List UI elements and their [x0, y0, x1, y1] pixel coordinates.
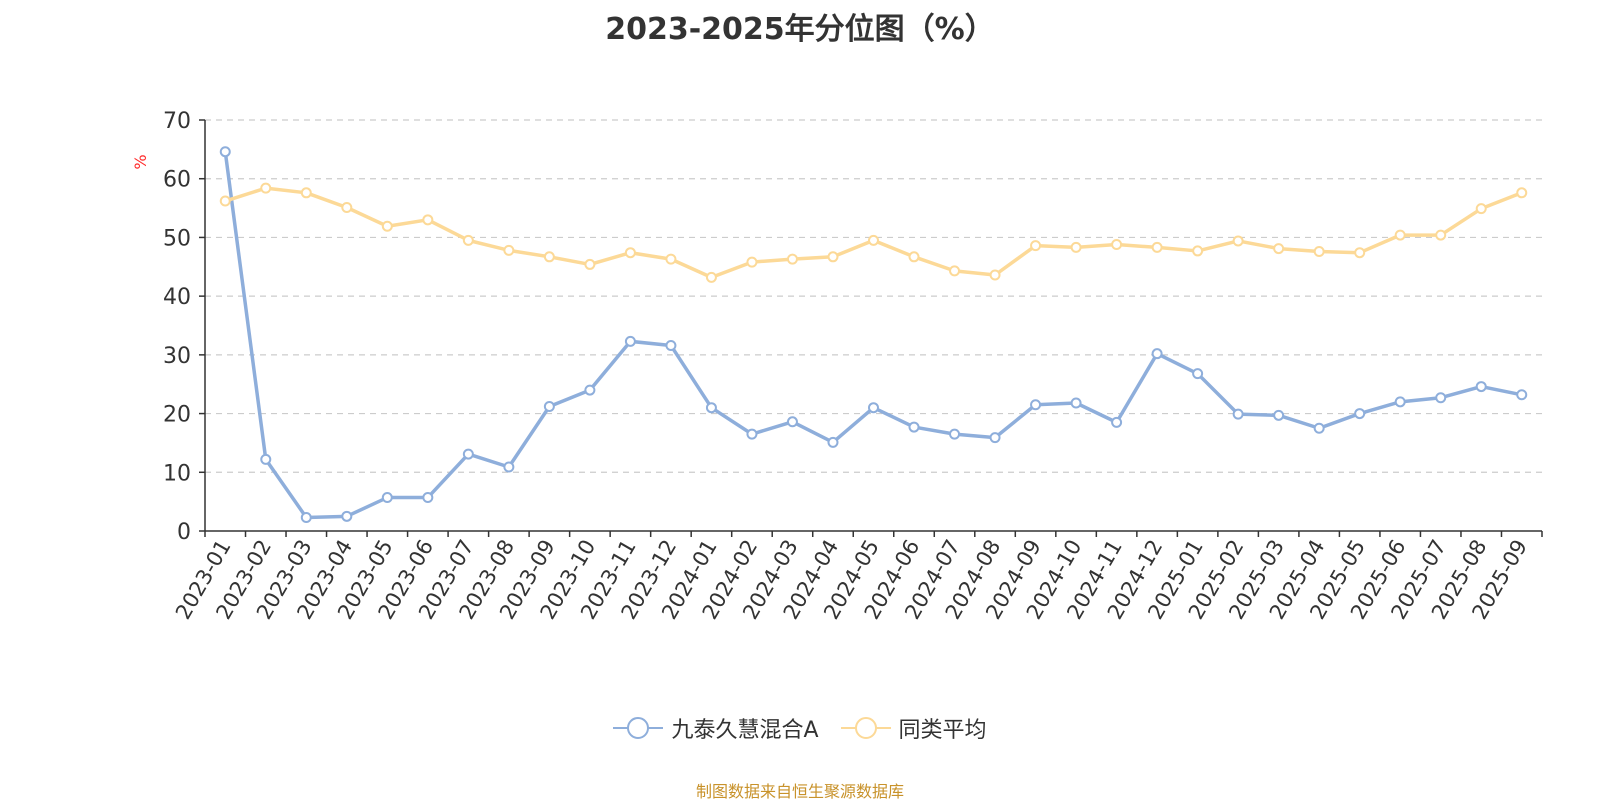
- data-point-series-0[interactable]: [1435, 392, 1447, 404]
- y-tick-label: 0: [177, 520, 191, 545]
- data-point-series-0[interactable]: [1394, 396, 1406, 408]
- data-point-series-1[interactable]: [422, 214, 434, 226]
- data-point-series-1[interactable]: [1111, 238, 1123, 250]
- data-point-series-1[interactable]: [260, 182, 272, 194]
- data-point-series-0[interactable]: [1313, 422, 1325, 434]
- data-point-series-0[interactable]: [989, 432, 1001, 444]
- data-point-series-0[interactable]: [1192, 368, 1204, 380]
- data-point-series-1[interactable]: [543, 251, 555, 263]
- data-point-series-0[interactable]: [949, 428, 961, 440]
- data-point-series-0[interactable]: [1111, 416, 1123, 428]
- data-point-series-1[interactable]: [705, 271, 717, 283]
- data-point-series-1[interactable]: [503, 244, 515, 256]
- y-tick-label: 10: [163, 461, 191, 486]
- data-point-series-0[interactable]: [1516, 389, 1528, 401]
- data-point-series-0[interactable]: [868, 402, 879, 414]
- data-point-series-1[interactable]: [1030, 240, 1042, 252]
- legend-label-fund: 九泰久慧混合A: [671, 718, 819, 743]
- data-point-series-0[interactable]: [543, 401, 555, 413]
- grid-layer: [205, 119, 1542, 473]
- data-point-series-0[interactable]: [705, 402, 717, 414]
- data-point-series-0[interactable]: [827, 436, 839, 448]
- data-point-series-1[interactable]: [341, 201, 353, 213]
- data-point-series-0[interactable]: [300, 511, 312, 523]
- data-point-series-1[interactable]: [1516, 187, 1528, 199]
- data-point-series-1[interactable]: [219, 195, 231, 207]
- data-point-series-0[interactable]: [503, 461, 515, 473]
- data-point-series-0[interactable]: [1070, 397, 1082, 409]
- data-point-series-1[interactable]: [1070, 241, 1082, 253]
- data-point-series-0[interactable]: [1151, 348, 1163, 360]
- series-layer: [219, 146, 1528, 523]
- data-point-series-1[interactable]: [949, 265, 961, 277]
- data-point-series-1[interactable]: [1394, 229, 1406, 241]
- legend: 九泰久慧混合A 同类平均: [0, 712, 1600, 744]
- data-point-series-0[interactable]: [341, 510, 353, 522]
- data-point-series-0[interactable]: [260, 453, 272, 465]
- legend-marker-peer-average-icon: [840, 717, 891, 739]
- data-point-series-0[interactable]: [422, 492, 434, 504]
- data-point-series-0[interactable]: [1354, 408, 1366, 420]
- data-point-series-1[interactable]: [1354, 247, 1366, 259]
- axis-layer: 0102030405060702023-012023-022023-032023…: [163, 109, 1543, 623]
- data-point-series-0[interactable]: [624, 335, 636, 347]
- data-point-series-1[interactable]: [1273, 243, 1285, 255]
- chart-title: 2023-2025年分位图（%）: [605, 12, 995, 47]
- data-point-series-0[interactable]: [1273, 409, 1285, 421]
- data-point-series-1[interactable]: [868, 234, 879, 246]
- series-line-1: [224, 186, 1523, 280]
- data-point-series-1[interactable]: [665, 253, 677, 265]
- series-line-0: [223, 151, 1523, 520]
- y-tick-label: 50: [163, 226, 191, 251]
- legend-label-peer-average: 同类平均: [898, 718, 987, 743]
- legend-item-fund[interactable]: 九泰久慧混合A: [613, 712, 819, 744]
- data-point-series-0[interactable]: [381, 492, 393, 504]
- data-point-series-0[interactable]: [746, 428, 758, 440]
- data-point-series-0[interactable]: [219, 146, 231, 158]
- data-point-series-1[interactable]: [989, 269, 1001, 281]
- data-point-series-1[interactable]: [584, 258, 596, 270]
- data-point-series-0[interactable]: [1232, 408, 1244, 420]
- data-point-series-0[interactable]: [462, 448, 474, 460]
- data-point-series-0[interactable]: [908, 421, 920, 433]
- y-tick-label: 20: [163, 403, 191, 428]
- y-tick-label: 60: [163, 168, 191, 193]
- data-point-series-1[interactable]: [1151, 241, 1163, 253]
- data-point-series-0[interactable]: [786, 416, 798, 428]
- data-point-series-0[interactable]: [1475, 381, 1487, 393]
- y-tick-label: 40: [163, 285, 191, 310]
- data-point-series-0[interactable]: [1030, 399, 1042, 411]
- data-point-series-0[interactable]: [665, 339, 677, 351]
- legend-item-peer-average[interactable]: 同类平均: [840, 712, 987, 744]
- data-point-series-1[interactable]: [908, 251, 920, 263]
- data-point-series-1[interactable]: [746, 256, 758, 268]
- data-point-series-1[interactable]: [827, 251, 839, 263]
- source-note: 制图数据来自恒生聚源数据库: [695, 782, 904, 801]
- data-point-series-1[interactable]: [1232, 235, 1244, 247]
- data-point-series-1[interactable]: [1192, 245, 1204, 257]
- y-tick-label: 30: [163, 344, 191, 369]
- data-point-series-1[interactable]: [381, 220, 393, 232]
- legend-marker-fund-icon: [613, 717, 664, 739]
- y-axis-unit: %: [131, 154, 150, 169]
- data-point-series-1[interactable]: [786, 253, 798, 265]
- data-point-series-0[interactable]: [584, 384, 596, 396]
- data-point-series-1[interactable]: [1313, 246, 1325, 258]
- data-point-series-1[interactable]: [1435, 229, 1447, 241]
- data-point-series-1[interactable]: [462, 234, 474, 246]
- data-point-series-1[interactable]: [1475, 203, 1487, 215]
- data-point-series-1[interactable]: [624, 247, 636, 259]
- data-point-series-1[interactable]: [300, 187, 312, 199]
- y-tick-label: 70: [163, 109, 191, 134]
